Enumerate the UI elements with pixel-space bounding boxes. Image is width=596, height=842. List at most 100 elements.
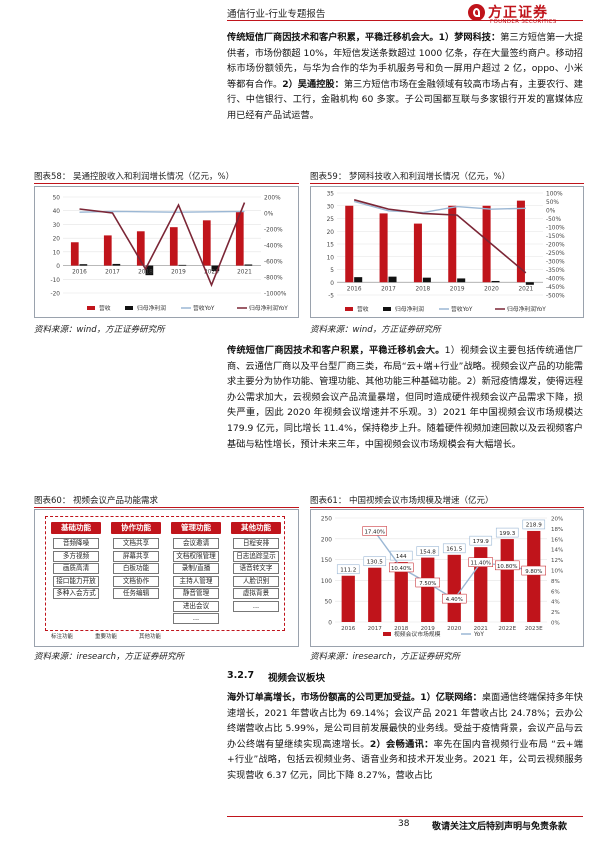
diagram-legend-label: 标注功能 <box>51 634 74 640</box>
paragraph-overseas-orders: 海外订单高增长，市场份额高的公司更加受益。1）亿联网络：桌面通信终端保持多年快速… <box>227 690 583 784</box>
bar-net-profit <box>211 265 220 272</box>
y-right-tick-label: -150% <box>546 234 565 240</box>
diagram-legend-label: 其他功能 <box>139 634 162 640</box>
function-item: 白板功能 <box>113 563 159 574</box>
function-item: 主持人管理 <box>173 575 219 587</box>
function-item: 会议邀请 <box>173 538 219 549</box>
line-profit-yoy <box>79 202 246 288</box>
y-left-tick-label: 20 <box>53 237 61 243</box>
y-left-tick-label: 50 <box>53 196 61 202</box>
x-tick-label: 2022E <box>498 626 516 632</box>
y-right-tick-label: -450% <box>546 285 565 291</box>
fig58-source: 资料来源：wind，方正证券研究所 <box>34 325 165 335</box>
x-tick-label: 2016 <box>341 626 356 632</box>
fig58-title: 图表58： 吴通控股收入和利润增长情况（亿元，%） <box>34 172 235 182</box>
y-right-tick-label: -300% <box>546 260 565 266</box>
bar-label-box <box>469 535 493 546</box>
yoy-label-box <box>415 577 440 588</box>
fig58-title-line <box>34 183 299 184</box>
yoy-value-label: 10.80% <box>497 564 518 570</box>
legend-swatch <box>383 307 391 311</box>
y-left-tick-label: 0 <box>56 264 60 270</box>
y-right-tick-label: 0% <box>546 209 556 215</box>
y-right-tick-label: 4% <box>551 600 560 606</box>
x-tick-label: 2023E <box>525 626 543 632</box>
fig59-chart-frame: 35 30 25 20 15 10 5 0 -5 100% 50% 0% -50% -100% -150% -… <box>310 186 584 318</box>
bar-market-size <box>421 557 435 622</box>
y-left-tick-label: 40 <box>53 209 61 215</box>
para3-body2: 率先在国内音视频行业布局 “云+端+行业”战略，包括云视频业务、语音业务和技术开… <box>227 738 583 781</box>
function-item: 画质高清 <box>53 563 99 574</box>
y-right-tick-label: 16% <box>551 537 563 543</box>
function-item: 文档权限管理 <box>173 550 219 562</box>
para2-lead: 传统短信厂商因技术和客户积累，平稳迁移机会大。 <box>227 345 445 356</box>
y-left-tick-label: -20 <box>51 292 61 298</box>
legend-label: 归母净利润YoY <box>249 304 288 312</box>
fig61-source: 资料来源：iresearch，方正证券研究所 <box>310 652 461 662</box>
para2-body: 1）视频会议主要包括传统通信厂商、云通信厂商以及平台型厂商三类，布局“云+端+行… <box>227 345 583 450</box>
y-right-tick-label: 18% <box>551 527 563 533</box>
x-tick-label: 2021 <box>474 626 489 632</box>
header-title: 通信行业-行业专题报告 <box>227 9 326 20</box>
bar-revenue <box>516 200 525 283</box>
y-right-tick-label: -50% <box>546 217 561 223</box>
y-right-tick-label: -200% <box>546 243 565 249</box>
function-item: 任务编辑 <box>113 588 159 599</box>
fig61-title: 图表61： 中国视频会议市场规模及增速（亿元） <box>310 496 494 506</box>
x-tick-label: 2016 <box>347 286 362 292</box>
fig60-title: 图表60： 视频会议产品功能需求 <box>34 496 159 506</box>
y-left-tick-label: -5 <box>328 294 334 300</box>
bar-market-size <box>447 554 461 622</box>
y-left-tick-label: 35 <box>327 192 335 198</box>
y-right-tick-label: 200% <box>264 196 281 202</box>
y-left-tick-label: -10 <box>51 278 61 284</box>
paragraph-sms-vendors: 传统短信厂商因技术和客户积累，平稳迁移机会大。1）梦网科技：第三方短信第一大提供… <box>227 30 583 124</box>
x-tick-label: 2019 <box>421 626 436 632</box>
function-item: 录制/直播 <box>173 563 219 574</box>
y-right-tick-label: -200% <box>264 228 283 234</box>
legend-swatch <box>383 632 391 636</box>
y-left-tick-label: 15 <box>327 243 335 249</box>
y-right-tick-label: -1000% <box>264 292 287 298</box>
legend-label: 营收 <box>357 305 369 313</box>
function-item: 多种入会方式 <box>53 588 99 599</box>
function-item: 多方视频 <box>53 550 99 562</box>
bar-net-profit <box>422 277 431 283</box>
function-column-head: 协作功能 <box>111 522 161 534</box>
para1-lead2: 2）吴通控股： <box>282 78 344 90</box>
bar-net-profit <box>79 264 88 266</box>
bar-label-box <box>336 564 360 575</box>
yoy-value-label: 10.40% <box>391 566 412 572</box>
bar-market-size <box>394 562 408 622</box>
y-right-tick-label: 50% <box>546 200 559 206</box>
bar-net-profit <box>178 264 187 266</box>
bar-net-profit <box>525 282 534 285</box>
y-left-tick-label: 200 <box>321 537 332 543</box>
legend-swatch <box>87 306 95 310</box>
header-divider <box>227 20 583 21</box>
bar-revenue <box>345 205 354 283</box>
legend-label: 营收 <box>99 304 111 312</box>
bar-net-profit <box>457 278 466 283</box>
fig60-title-line <box>34 507 299 508</box>
x-tick-label: 2017 <box>105 270 120 276</box>
y-right-tick-label: -400% <box>546 277 565 283</box>
legend-label: 营收YoY <box>451 305 473 313</box>
bar-revenue <box>70 242 79 266</box>
yoy-label-box <box>389 562 414 573</box>
bar-value-label: 111.2 <box>340 568 356 574</box>
line-revenue-yoy <box>353 200 526 214</box>
line-profit-yoy <box>353 199 527 274</box>
bar-label-box <box>416 546 440 556</box>
para3-body: 桌面通信终端保持多年快速增长，2021 年营收占比为 69.14%；会议产品 2… <box>227 692 583 750</box>
y-right-tick-label: 6% <box>551 589 560 595</box>
function-item: 文档协作 <box>113 575 159 587</box>
y-right-tick-label: 0% <box>264 212 274 218</box>
yoy-value-label: 4.40% <box>446 597 463 603</box>
page-number: 38 <box>398 819 410 829</box>
bar-revenue <box>136 231 145 266</box>
founder-logo-icon <box>468 4 485 21</box>
bar-revenue <box>235 212 244 266</box>
bar-revenue <box>103 235 112 266</box>
bar-net-profit <box>244 264 253 266</box>
